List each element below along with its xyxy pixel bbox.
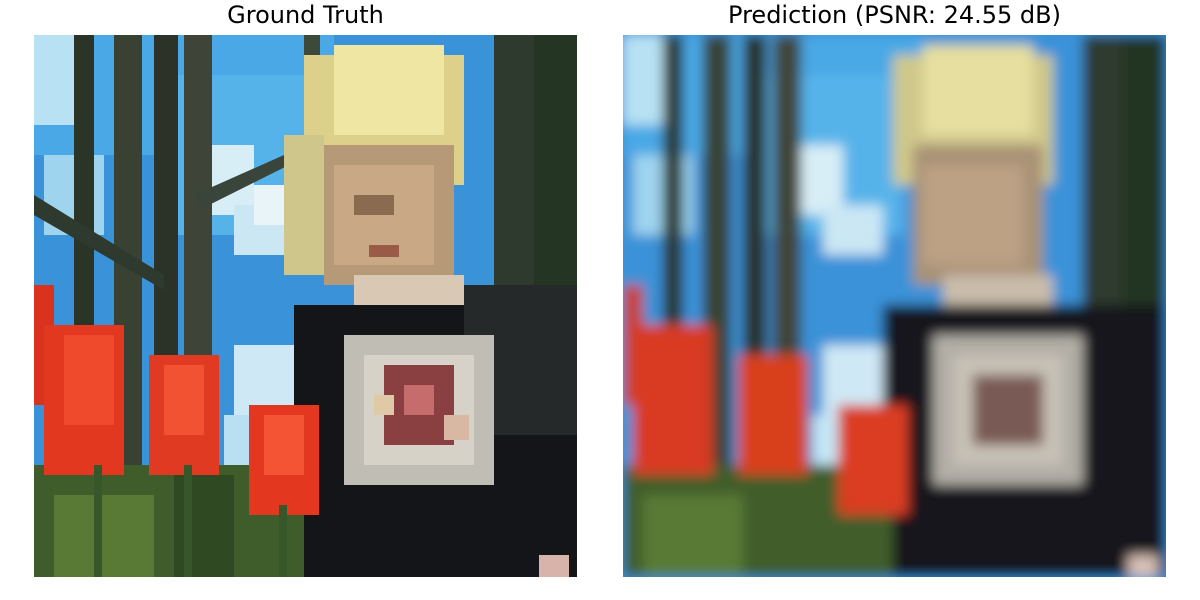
prediction-photo (623, 35, 1166, 577)
prediction-panel: Prediction (PSNR: 24.55 dB) (623, 0, 1166, 600)
ground-truth-panel: Ground Truth (34, 0, 577, 600)
ground-truth-image (34, 35, 577, 577)
prediction-image (623, 35, 1166, 577)
prediction-title: Prediction (PSNR: 24.55 dB) (728, 1, 1061, 29)
ground-truth-photo (34, 35, 577, 577)
ground-truth-title: Ground Truth (227, 1, 384, 29)
